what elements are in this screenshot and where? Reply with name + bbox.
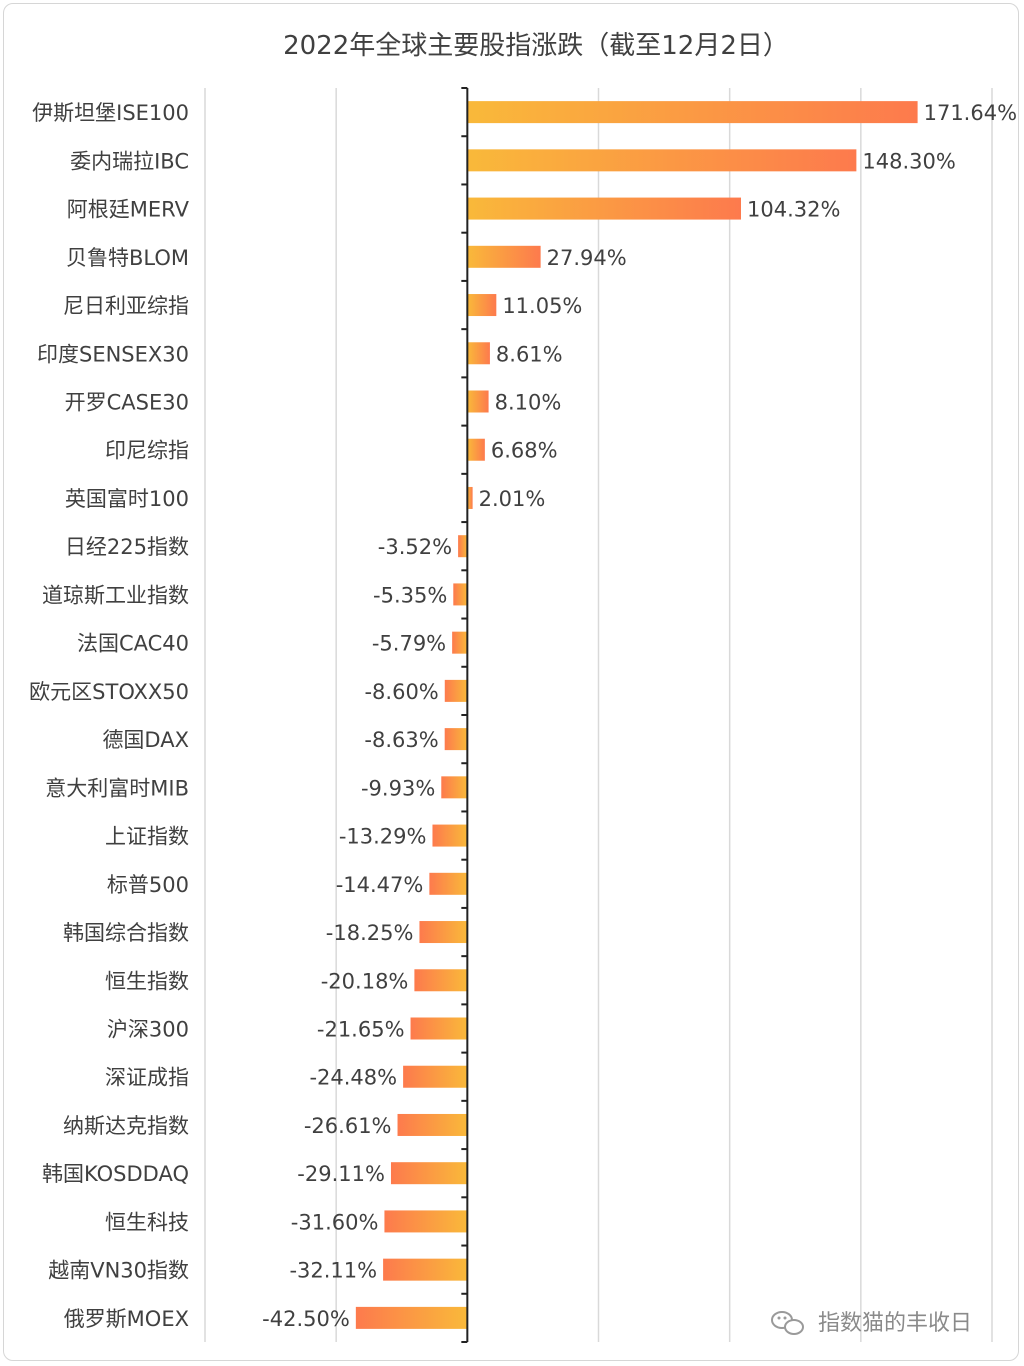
value-label: 8.61%: [496, 342, 563, 366]
bar: [429, 872, 468, 895]
category-label: 阿根廷MERV: [67, 198, 190, 222]
value-label: -42.50%: [262, 1307, 350, 1331]
bar: [384, 1210, 468, 1233]
category-label: 深证成指: [105, 1066, 189, 1090]
value-label: -29.11%: [297, 1162, 385, 1186]
category-label: 道琼斯工业指数: [42, 583, 189, 607]
bar: [467, 342, 490, 365]
chart-title: 2022年全球主要股指涨跌（截至12月2日）: [283, 31, 789, 61]
value-label: -26.61%: [304, 1114, 392, 1138]
bar: [458, 535, 468, 558]
category-label: 俄罗斯MOEX: [64, 1307, 189, 1331]
category-label: 上证指数: [105, 825, 189, 849]
category-label: 英国富时100: [65, 487, 189, 511]
value-label: -5.35%: [373, 583, 447, 607]
value-label: 8.10%: [495, 391, 562, 415]
category-label: 德国DAX: [102, 728, 189, 752]
category-label: 沪深300: [107, 1018, 189, 1042]
category-label: 印度SENSEX30: [37, 342, 189, 366]
category-label: 恒生科技: [105, 1210, 189, 1234]
value-label: -5.79%: [372, 632, 446, 656]
value-label: 27.94%: [547, 246, 627, 270]
category-label: 标普500: [107, 873, 189, 897]
chart-frame: [3, 3, 1019, 1361]
bar: [444, 728, 468, 751]
watermark-text: 指数猫的丰收日: [818, 1311, 972, 1336]
category-label: 越南VN30指数: [48, 1259, 189, 1283]
bar: [467, 245, 541, 268]
value-label: -13.29%: [339, 825, 427, 849]
value-label: -18.25%: [326, 921, 414, 945]
category-label: 意大利富时MIB: [45, 776, 189, 800]
category-label: 贝鲁特BLOM: [66, 246, 189, 270]
bar: [452, 631, 468, 654]
value-label: -3.52%: [378, 535, 452, 559]
wechat-icon: [771, 1311, 804, 1335]
category-label: 韩国KOSDDAQ: [42, 1162, 189, 1186]
value-label: 104.32%: [747, 198, 840, 222]
value-label: -32.11%: [289, 1259, 377, 1283]
category-label: 欧元区STOXX50: [29, 680, 189, 704]
category-label: 日经225指数: [65, 535, 189, 559]
grid-lines: [204, 88, 993, 1342]
bar: [444, 679, 468, 702]
value-label: 11.05%: [502, 294, 582, 318]
bar: [432, 824, 468, 847]
bars: [355, 101, 918, 1329]
bar: [355, 1306, 468, 1329]
bar: [403, 1065, 468, 1088]
value-label: 6.68%: [491, 439, 558, 463]
category-label: 伊斯坦堡ISE100: [32, 101, 189, 125]
category-labels: 伊斯坦堡ISE100 委内瑞拉IBC 阿根廷MERV 贝鲁特BLOM 尼日利亚综指印度S…: [29, 101, 189, 1331]
bar: [419, 921, 468, 944]
category-label: 韩国综合指数: [63, 921, 189, 945]
value-label: -9.93%: [361, 776, 435, 800]
bar: [467, 390, 489, 413]
bar: [441, 776, 468, 799]
bar: [467, 438, 485, 461]
bar: [467, 197, 741, 220]
category-label: 印尼综指: [105, 439, 189, 463]
value-label: -8.63%: [364, 728, 438, 752]
watermark: 指数猫的丰收日: [771, 1311, 972, 1336]
value-labels: 171.64% 148.30% 104.32% 27.94% 11.05% 8.61% 8.…: [262, 101, 1017, 1331]
category-label: 开罗CASE30: [65, 391, 189, 415]
bar: [467, 486, 473, 509]
bar: [453, 583, 468, 606]
category-label: 恒生指数: [105, 969, 189, 993]
value-label: -24.48%: [309, 1066, 397, 1090]
zero-axis: [461, 87, 469, 1343]
bar: [383, 1258, 468, 1281]
value-label: -8.60%: [364, 680, 438, 704]
value-label: 2.01%: [479, 487, 546, 511]
category-label: 纳斯达克指数: [63, 1114, 189, 1138]
value-label: -21.65%: [317, 1018, 405, 1042]
value-label: -14.47%: [336, 873, 424, 897]
bar: [467, 294, 497, 317]
bar: [397, 1113, 468, 1136]
category-label: 尼日利亚综指: [63, 294, 189, 318]
category-label: 委内瑞拉IBC: [70, 149, 189, 173]
bar: [410, 1017, 468, 1040]
category-label: 法国CAC40: [77, 632, 189, 656]
bar: [390, 1162, 468, 1185]
bar: [414, 969, 468, 992]
value-label: 171.64%: [924, 101, 1017, 125]
value-label: -31.60%: [291, 1210, 379, 1234]
value-label: 148.30%: [862, 149, 955, 173]
value-label: -20.18%: [321, 969, 409, 993]
bar: [467, 149, 857, 172]
bar: [467, 101, 918, 124]
